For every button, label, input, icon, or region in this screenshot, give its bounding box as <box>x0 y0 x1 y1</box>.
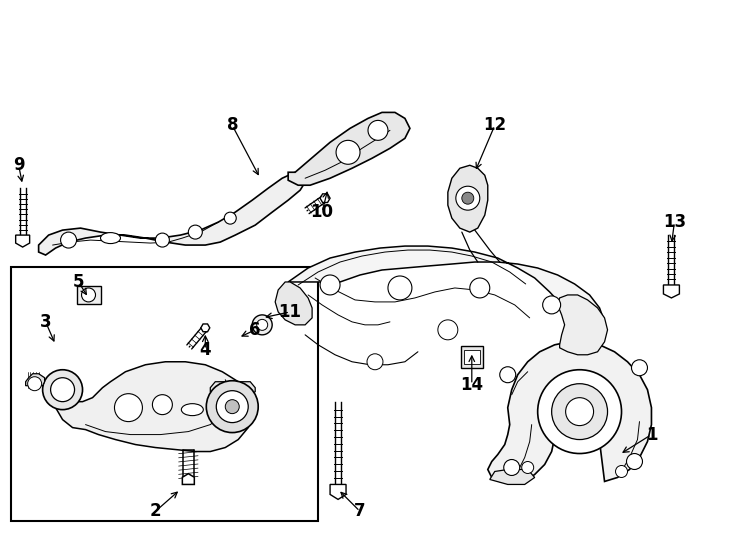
Polygon shape <box>320 194 330 202</box>
Circle shape <box>566 397 594 426</box>
Circle shape <box>81 288 95 302</box>
Circle shape <box>500 367 516 383</box>
Text: 13: 13 <box>663 213 686 231</box>
Circle shape <box>542 296 561 314</box>
Circle shape <box>153 395 172 415</box>
Text: 12: 12 <box>483 117 506 134</box>
Polygon shape <box>15 235 29 247</box>
Circle shape <box>252 315 272 335</box>
Text: 6: 6 <box>250 321 261 339</box>
Polygon shape <box>288 246 605 362</box>
Text: 9: 9 <box>13 156 24 174</box>
Polygon shape <box>461 346 483 368</box>
Circle shape <box>51 377 75 402</box>
Polygon shape <box>288 112 410 185</box>
Polygon shape <box>76 286 101 304</box>
Circle shape <box>225 400 239 414</box>
Polygon shape <box>201 324 210 332</box>
Circle shape <box>28 377 42 390</box>
Circle shape <box>217 390 248 423</box>
Polygon shape <box>448 165 488 232</box>
Polygon shape <box>53 362 252 451</box>
Bar <box>11 267 318 521</box>
Circle shape <box>616 465 628 477</box>
Polygon shape <box>39 172 305 255</box>
Text: 2: 2 <box>150 502 161 521</box>
Circle shape <box>320 275 340 295</box>
Circle shape <box>257 319 268 330</box>
Ellipse shape <box>101 233 120 244</box>
Circle shape <box>61 232 76 248</box>
Circle shape <box>438 320 458 340</box>
Polygon shape <box>211 382 255 395</box>
Polygon shape <box>664 285 680 298</box>
Circle shape <box>43 370 82 410</box>
Ellipse shape <box>181 404 203 416</box>
Circle shape <box>538 370 622 454</box>
Circle shape <box>225 212 236 224</box>
Polygon shape <box>26 374 45 386</box>
Text: 8: 8 <box>227 117 238 134</box>
Circle shape <box>522 462 534 474</box>
Polygon shape <box>488 342 652 483</box>
Circle shape <box>631 360 647 376</box>
Text: 14: 14 <box>460 376 484 394</box>
Circle shape <box>367 354 383 370</box>
Circle shape <box>156 233 170 247</box>
Circle shape <box>368 120 388 140</box>
Circle shape <box>504 460 520 476</box>
Text: 10: 10 <box>310 203 333 221</box>
Polygon shape <box>558 295 608 355</box>
Polygon shape <box>275 282 312 325</box>
Text: 3: 3 <box>40 313 51 331</box>
Polygon shape <box>490 469 534 484</box>
Polygon shape <box>182 474 195 484</box>
Circle shape <box>115 394 142 422</box>
Circle shape <box>462 192 474 204</box>
Circle shape <box>470 278 490 298</box>
Text: 4: 4 <box>200 341 211 359</box>
Circle shape <box>388 276 412 300</box>
Text: 1: 1 <box>646 426 657 443</box>
Circle shape <box>627 454 642 469</box>
Circle shape <box>456 186 480 210</box>
Circle shape <box>189 225 203 239</box>
Polygon shape <box>330 484 346 500</box>
Text: 5: 5 <box>73 273 84 291</box>
Circle shape <box>552 384 608 440</box>
Text: 11: 11 <box>279 303 302 321</box>
Circle shape <box>206 381 258 433</box>
Text: 7: 7 <box>355 502 366 521</box>
Circle shape <box>336 140 360 164</box>
Polygon shape <box>464 350 480 364</box>
